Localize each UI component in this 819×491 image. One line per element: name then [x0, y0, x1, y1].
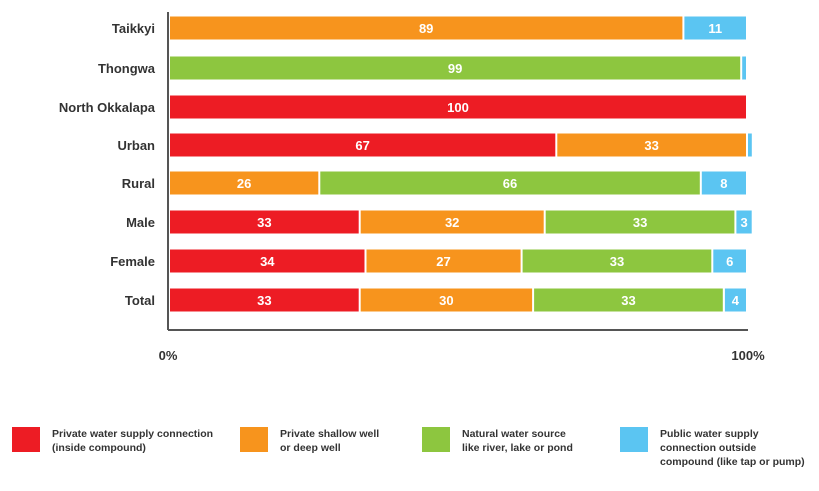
data-label: 33 [633, 215, 647, 230]
data-label: 33 [610, 254, 624, 269]
category-label: North Okkalapa [59, 100, 156, 115]
data-label: 3 [740, 215, 747, 230]
legend: Private water supply connection (inside … [0, 427, 819, 487]
bar-segment [534, 288, 723, 312]
bar-segment [742, 56, 746, 80]
legend-text-line: Public water supply [660, 428, 759, 440]
legend-text-line: Private water supply connection [52, 428, 214, 440]
data-label: 26 [237, 176, 251, 191]
bar-segment [360, 288, 533, 312]
data-label: 6 [726, 254, 733, 269]
bar-segment [713, 249, 746, 273]
bar-segment [557, 133, 746, 157]
data-label: 11 [708, 21, 722, 36]
category-label: Rural [122, 176, 155, 191]
legend-item-private-connection: Private water supply connection (inside … [12, 427, 213, 455]
data-label: 30 [439, 293, 453, 308]
bar-segment [522, 249, 712, 273]
data-label: 67 [355, 138, 369, 153]
legend-swatch-orange [240, 427, 268, 452]
x-tick-labels-group: 0% 100% [159, 348, 765, 363]
legend-text-line: compound (like tap or pump) [660, 456, 805, 468]
data-label: 8 [720, 176, 727, 191]
bar-segment [701, 171, 746, 195]
legend-text-line: Private shallow well [280, 428, 380, 440]
legend-label-public-connection: Public water supply connection outside c… [660, 427, 805, 469]
category-label: Total [125, 293, 155, 308]
legend-label-private-connection: Private water supply connection (inside … [52, 427, 213, 455]
data-label: 32 [445, 215, 459, 230]
category-label: Taikkyi [112, 21, 155, 36]
x-tick-label: 0% [159, 348, 178, 363]
legend-text-line: like river, lake or pond [462, 442, 573, 454]
bar-segment [684, 16, 746, 40]
data-label: 27 [436, 254, 450, 269]
data-label: 99 [448, 61, 462, 76]
legend-label-natural-source: Natural water source like river, lake or… [462, 427, 573, 455]
data-label: 33 [257, 215, 271, 230]
bars-group [170, 16, 752, 312]
category-labels-group: Taikkyi Thongwa North Okkalapa Urban Rural Ma… [59, 21, 156, 308]
bar-segment [366, 249, 521, 273]
data-label: 66 [503, 176, 517, 191]
data-label: 89 [419, 21, 433, 36]
bar-segment [170, 56, 741, 80]
category-label: Urban [117, 138, 155, 153]
legend-item-public-connection: Public water supply connection outside c… [620, 427, 805, 469]
legend-label-shallow-well: Private shallow well or deep well [280, 427, 379, 455]
data-label: 33 [644, 138, 658, 153]
legend-item-shallow-well: Private shallow well or deep well [240, 427, 379, 455]
legend-text-line: Natural water source [462, 428, 566, 440]
legend-swatch-blue [620, 427, 648, 452]
bar-segment [545, 210, 735, 234]
bar-segment [170, 133, 556, 157]
bar-segment [170, 171, 319, 195]
x-tick-label: 100% [731, 348, 765, 363]
legend-text-line: connection outside [660, 442, 757, 454]
legend-swatch-red [12, 427, 40, 452]
bar-segment [170, 249, 365, 273]
legend-text-line: (inside compound) [52, 442, 146, 454]
legend-swatch-green [422, 427, 450, 452]
bar-segment [748, 133, 752, 157]
data-label: 33 [621, 293, 635, 308]
bar-segment [320, 171, 700, 195]
data-label: 33 [257, 293, 271, 308]
bar-segment [360, 210, 544, 234]
legend-text-line: or deep well [280, 442, 341, 454]
bar-segment [170, 16, 683, 40]
category-label: Thongwa [98, 61, 156, 76]
data-label: 34 [260, 254, 275, 269]
bar-segment [170, 288, 359, 312]
bar-segment [170, 210, 359, 234]
bar-segment [724, 288, 746, 312]
data-label: 100 [447, 100, 469, 115]
bar-segment [736, 210, 752, 234]
category-label: Female [110, 254, 155, 269]
category-label: Male [126, 215, 155, 230]
legend-item-natural-source: Natural water source like river, lake or… [422, 427, 573, 455]
data-label: 4 [732, 293, 740, 308]
bar-segment [170, 95, 746, 119]
